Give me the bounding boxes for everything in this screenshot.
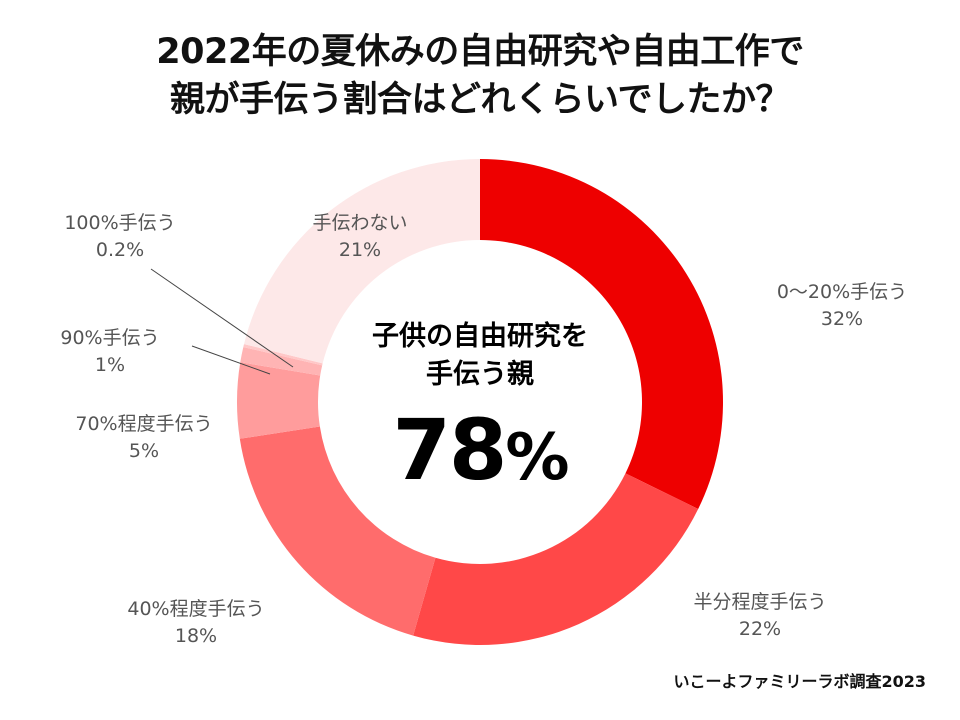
donut-slices <box>237 159 723 645</box>
slice-label-value: 0.2% <box>95 239 145 261</box>
source-credit: いこーよファミリーラボ調査2023 <box>673 672 926 691</box>
leader-line-100pct <box>150 268 294 368</box>
slice-label-name: 0〜20%手伝う <box>776 281 908 303</box>
slice-label-half: 半分程度手伝う 22% <box>670 589 850 643</box>
slice-label-0-20pct: 0〜20%手伝う 32% <box>752 279 932 333</box>
slice-label-name: 70%程度手伝う <box>75 413 213 435</box>
slice-label-70pct: 70%程度手伝う 5% <box>54 411 234 465</box>
slice-label-name: 半分程度手伝う <box>693 591 827 613</box>
slice-label-value: 21% <box>338 239 382 261</box>
slice-label-value: 32% <box>820 308 864 330</box>
slice-label-name: 手伝わない <box>312 212 408 234</box>
slice-label-value: 1% <box>94 354 126 376</box>
slice-label-value: 22% <box>738 618 782 640</box>
chart-title: 2022年の夏休みの自由研究や自由工作で 親が手伝う割合はどれくらいでしたか？ <box>0 28 960 124</box>
slice-label-100pct: 100%手伝う 0.2% <box>40 210 200 264</box>
donut-slice <box>239 426 436 636</box>
slice-label-name: 40%程度手伝う <box>127 598 265 620</box>
slice-label-value: 5% <box>128 440 160 462</box>
donut-slice <box>240 347 323 376</box>
slice-label-value: 18% <box>174 625 218 647</box>
donut-slice <box>480 159 723 510</box>
donut-slice <box>243 344 323 366</box>
donut-slice <box>413 473 699 645</box>
slice-label-none: 手伝わない 21% <box>280 210 440 264</box>
slice-label-40pct: 40%程度手伝う 18% <box>106 596 286 650</box>
slice-label-name: 100%手伝う <box>64 212 176 234</box>
center-percentage: 78% <box>320 400 640 508</box>
center-unit: % <box>505 421 569 495</box>
chart-title-line-2: 親が手伝う割合はどれくらいでしたか？ <box>170 80 790 120</box>
leader-lines <box>150 268 294 375</box>
center-annotation: 子供の自由研究を 手伝う親 78% <box>320 318 640 508</box>
center-line-2: 手伝う親 <box>426 359 534 390</box>
slice-label-90pct: 90%手伝う 1% <box>40 325 180 379</box>
donut-slice <box>244 159 480 364</box>
leader-line-90pct <box>191 345 271 375</box>
center-line-1: 子供の自由研究を <box>372 321 588 352</box>
slice-label-name: 90%手伝う <box>60 327 160 349</box>
donut-slice <box>237 362 321 439</box>
chart-title-line-1: 2022年の夏休みの自由研究や自由工作で <box>156 32 804 72</box>
center-value: 78 <box>392 401 507 499</box>
